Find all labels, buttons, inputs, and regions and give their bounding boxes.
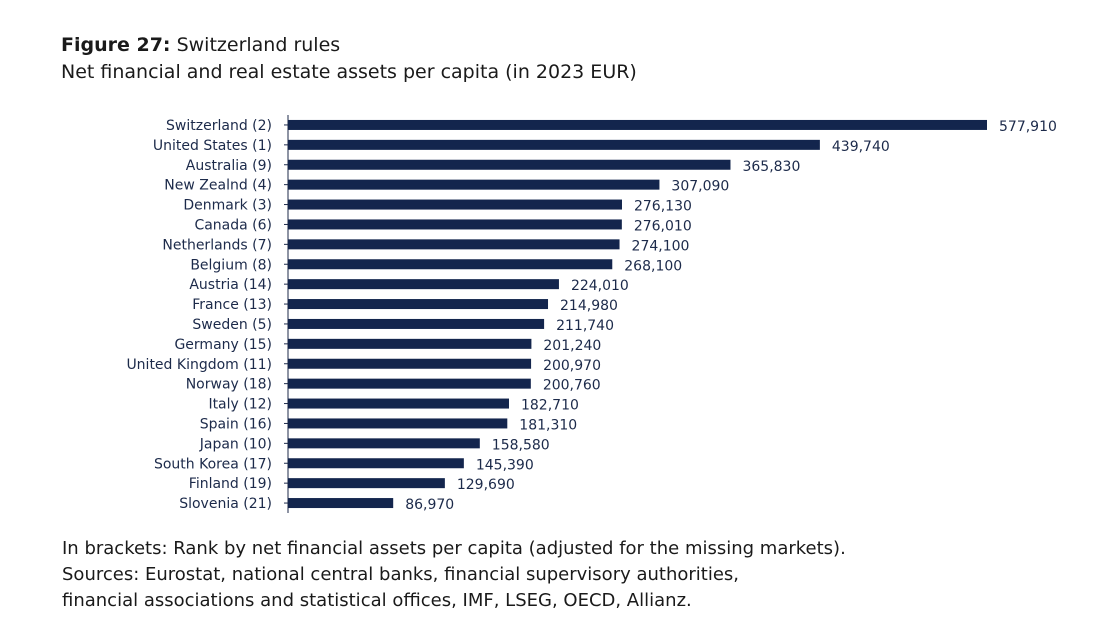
value-label: 276,130 — [634, 199, 692, 215]
category-label: Germany (15) — [174, 337, 272, 353]
value-label: 145,390 — [476, 457, 534, 473]
category-label: Italy (12) — [208, 397, 272, 413]
bar — [288, 318, 545, 329]
value-label: 214,980 — [560, 298, 618, 314]
category-label: United Kingdom (11) — [126, 357, 272, 373]
figure-title-text: Switzerland rules — [176, 34, 341, 56]
figure-label: Figure 27: — [61, 34, 171, 56]
category-label: Japan (10) — [199, 436, 272, 452]
figure-subtitle: Net financial and real estate assets per… — [61, 61, 637, 83]
bar — [288, 119, 987, 130]
bar — [288, 139, 820, 150]
category-label: New Zealnd (4) — [164, 178, 272, 194]
category-label: Slovenia (21) — [179, 496, 272, 512]
category-label: Austria (14) — [189, 277, 272, 293]
bar — [288, 498, 394, 509]
category-label: United States (1) — [153, 138, 272, 154]
category-label: Canada (6) — [194, 217, 272, 233]
bar — [288, 378, 531, 389]
bar — [288, 219, 622, 230]
category-label: Sweden (5) — [192, 317, 272, 333]
value-label: 274,100 — [632, 238, 690, 254]
bar — [288, 398, 509, 409]
category-label: France (13) — [192, 297, 272, 313]
value-label: 224,010 — [571, 278, 629, 294]
bar — [288, 159, 731, 170]
bar — [288, 239, 620, 250]
value-label: 182,710 — [521, 398, 579, 414]
bar — [288, 259, 613, 270]
bar — [288, 299, 549, 310]
value-label: 201,240 — [543, 338, 601, 354]
value-label: 276,010 — [634, 218, 692, 234]
category-label: Switzerland (2) — [166, 118, 272, 134]
category-label: Denmark (3) — [183, 198, 272, 214]
value-label: 307,090 — [671, 179, 729, 195]
value-label: 200,760 — [543, 378, 601, 394]
bar — [288, 199, 622, 210]
bar — [288, 358, 532, 369]
footnotes: In brackets: Rank by net financial asset… — [62, 536, 846, 614]
category-label: Australia (9) — [186, 158, 272, 174]
value-label: 86,970 — [405, 497, 454, 513]
category-label: South Korea (17) — [154, 456, 272, 472]
bar — [288, 438, 480, 449]
footnote-sources-line-2: financial associations and statistical o… — [62, 590, 692, 611]
value-label: 268,100 — [624, 258, 682, 274]
value-label: 129,690 — [457, 477, 515, 493]
footnote-sources-line-1: Sources: Eurostat, national central bank… — [62, 564, 740, 585]
value-label: 211,740 — [556, 318, 614, 334]
value-label: 365,830 — [742, 159, 800, 175]
value-label: 158,580 — [492, 437, 550, 453]
bar — [288, 458, 464, 469]
bar — [288, 338, 532, 349]
value-label: 439,740 — [832, 139, 890, 155]
footnote-rank-note: In brackets: Rank by net financial asset… — [62, 538, 846, 559]
category-label: Netherlands (7) — [162, 237, 272, 253]
category-label: Norway (18) — [186, 377, 272, 393]
value-label: 200,970 — [543, 358, 601, 374]
bar — [288, 478, 445, 489]
category-label: Finland (19) — [189, 476, 272, 492]
category-label: Spain (16) — [200, 416, 272, 432]
category-label: Belgium (8) — [190, 257, 272, 273]
bar — [288, 279, 559, 290]
bar — [288, 418, 508, 429]
value-label: 577,910 — [999, 119, 1057, 135]
value-label: 181,310 — [519, 417, 577, 433]
figure-title: Figure 27: Switzerland rules — [61, 34, 340, 56]
bar — [288, 179, 660, 190]
